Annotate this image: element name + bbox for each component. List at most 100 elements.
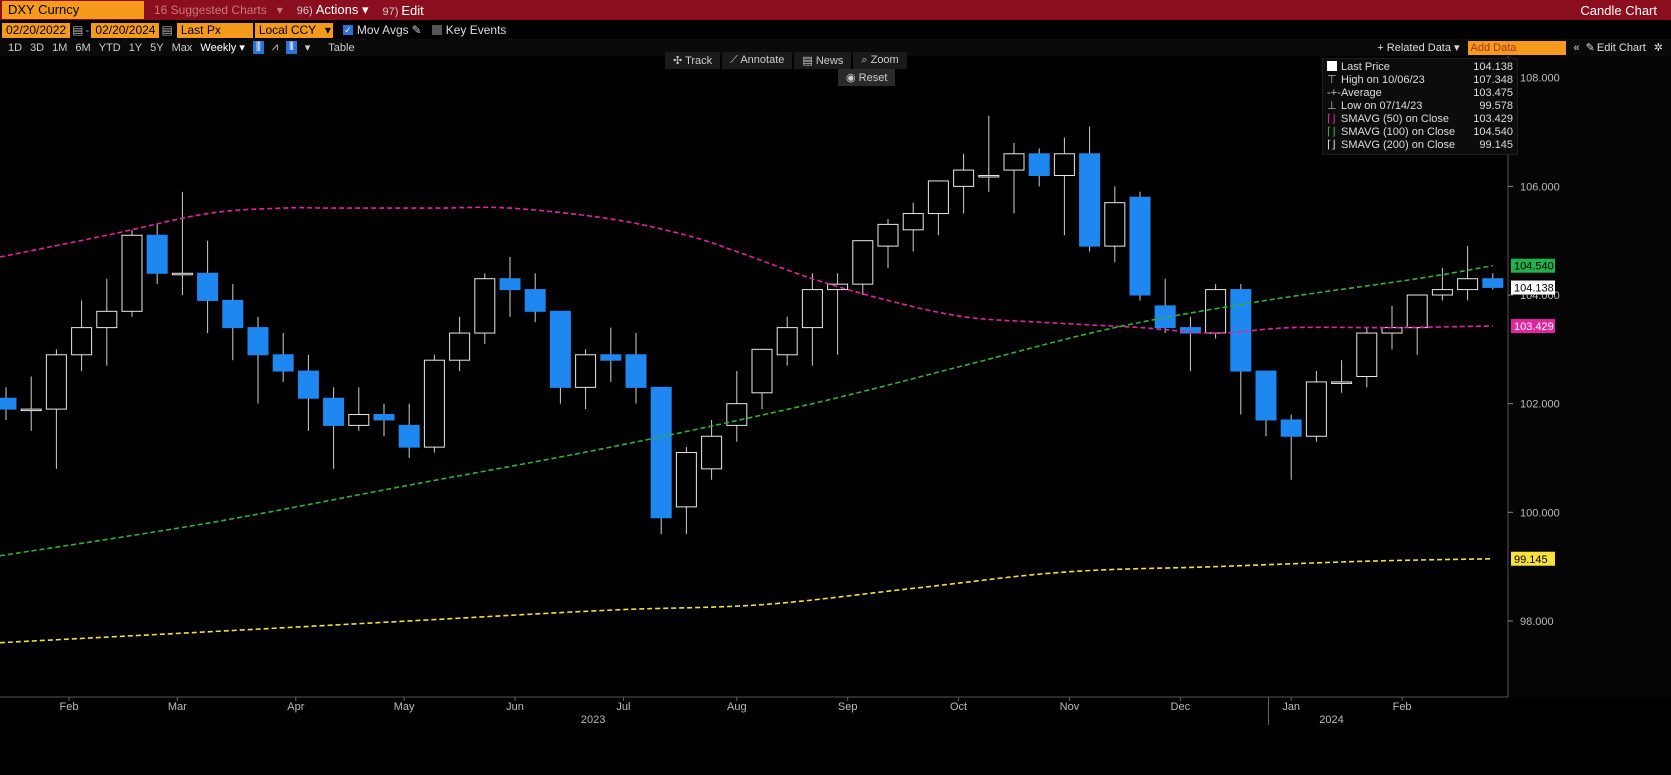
collapse-icon[interactable]: « xyxy=(1573,41,1580,54)
candle xyxy=(499,256,521,317)
period-1y[interactable]: 1Y xyxy=(128,41,143,54)
candle-body-down xyxy=(222,299,244,329)
candle xyxy=(96,278,118,366)
actions-menu[interactable]: 96) Actions ▾ xyxy=(296,2,369,17)
suggested-charts-menu[interactable]: 16 Suggested Charts xyxy=(154,3,267,17)
candle xyxy=(927,180,949,236)
candle-body-up xyxy=(978,175,1000,178)
candle xyxy=(751,348,773,410)
news-button[interactable]: ▤ News xyxy=(794,52,852,69)
candle-body-up xyxy=(927,180,949,215)
reset-button[interactable]: ◉ Reset xyxy=(838,69,896,86)
candle-body-up xyxy=(852,240,874,285)
calendar-icon[interactable]: ▤ xyxy=(161,23,173,37)
candle-body-up xyxy=(1431,289,1453,296)
ticker-field[interactable]: DXY Curncy xyxy=(2,1,144,19)
candle-chart-icon[interactable]: ⫼ xyxy=(252,41,264,54)
legend-smavg-200: ⌈⌋ SMAVG (200) on Close 99.145 xyxy=(1327,139,1513,152)
candle-body-up xyxy=(776,327,798,356)
month-label: Oct xyxy=(950,701,967,713)
mov-avgs-checkbox[interactable]: ✓ xyxy=(342,25,353,35)
candle-body-down xyxy=(323,397,345,426)
y-tick-label: 102.000 xyxy=(1520,399,1560,411)
add-data-input[interactable]: Add Data xyxy=(1467,40,1566,55)
price-marker-box xyxy=(1511,551,1555,566)
candle xyxy=(1482,273,1504,290)
candle xyxy=(1154,278,1176,334)
candle-body-up xyxy=(423,359,445,448)
month-label: Apr xyxy=(287,701,304,713)
calendar-icon[interactable]: ▤ xyxy=(72,23,84,37)
zoom-button[interactable]: ⌕ Zoom xyxy=(853,52,907,69)
period-1d[interactable]: 1D xyxy=(8,41,23,54)
candle xyxy=(801,273,823,366)
edit-label: Edit xyxy=(401,2,424,18)
reset-icon: ◉ xyxy=(846,72,856,84)
table-button[interactable]: Table xyxy=(328,41,355,54)
candle-body-up xyxy=(701,435,723,470)
top-bar: DXY Curncy 16 Suggested Charts ▾ 96) Acti… xyxy=(0,0,1671,20)
period-ytd[interactable]: YTD xyxy=(98,41,121,54)
candle xyxy=(71,300,93,372)
annotate-button[interactable]: ⟋ Annotate xyxy=(722,52,793,69)
track-button[interactable]: ✣ Track xyxy=(665,52,721,69)
news-icon: ▤ xyxy=(802,55,813,67)
period-3d[interactable]: 3D xyxy=(30,41,45,54)
legend-average: -+- Average 103.475 xyxy=(1327,87,1513,100)
legend-label: Last Price xyxy=(1341,61,1390,73)
key-events-label: Key Events xyxy=(445,23,507,37)
candle xyxy=(549,310,571,404)
key-events-checkbox[interactable] xyxy=(431,25,442,35)
period-6m[interactable]: 6M xyxy=(75,41,91,54)
period-1m[interactable]: 1M xyxy=(52,41,68,54)
legend-label: Average xyxy=(1341,87,1382,99)
period-max[interactable]: Max xyxy=(171,41,193,54)
related-data-menu[interactable]: + Related Data xyxy=(1377,41,1451,54)
currency-selector[interactable]: Local CCY xyxy=(254,22,323,38)
chevron-down-icon[interactable]: ▾ xyxy=(304,42,311,54)
candle-body-up xyxy=(902,213,924,231)
smavg-line-100 xyxy=(0,264,1493,557)
chevron-down-icon[interactable]: ▾ xyxy=(276,3,283,17)
edit-menu[interactable]: 97) Edit xyxy=(382,3,423,18)
line-chart-icon[interactable]: ⩘ xyxy=(271,41,279,53)
field-selector[interactable]: Last Px xyxy=(176,22,253,38)
candle-body-up xyxy=(1003,153,1025,171)
actions-label: Actions xyxy=(315,2,359,17)
reset-label: Reset xyxy=(858,72,888,84)
period-5y[interactable]: 5Y xyxy=(150,41,164,54)
candle-body-down xyxy=(1154,305,1176,329)
pencil-icon[interactable]: ✎ xyxy=(1585,42,1595,54)
pencil-icon[interactable]: ✎ xyxy=(411,23,422,37)
candle-body-up xyxy=(1053,153,1075,177)
month-label: Feb xyxy=(1393,701,1412,713)
candle-body-up xyxy=(726,403,748,426)
candle xyxy=(877,218,899,268)
month-label: Feb xyxy=(60,701,79,713)
candle-body-up xyxy=(348,414,370,426)
bar-chart-icon[interactable]: ⫴ xyxy=(286,41,297,54)
legend-high: ⊤ High on 10/06/23 107.348 xyxy=(1327,74,1513,87)
end-date-field[interactable]: 02/20/2024 xyxy=(91,22,160,38)
page-title: Candle Chart xyxy=(1580,2,1657,18)
chevron-down-icon[interactable]: ▾ xyxy=(1453,42,1460,54)
candle-body-down xyxy=(272,354,294,372)
candle-body-down xyxy=(398,424,420,448)
edit-chart-button[interactable]: Edit Chart xyxy=(1596,41,1646,54)
frequency-selector[interactable]: Weekly ▾ xyxy=(200,42,245,54)
month-label: Nov xyxy=(1060,701,1080,713)
chevron-down-icon[interactable]: ▾ xyxy=(322,22,333,38)
month-label: Aug xyxy=(727,701,747,713)
legend-label: High on 10/06/23 xyxy=(1341,74,1425,86)
y-tick-label: 108.000 xyxy=(1520,73,1560,85)
legend-value: 99.578 xyxy=(1479,100,1513,112)
candle-body-down xyxy=(650,386,672,519)
zoom-label: Zoom xyxy=(870,54,899,66)
candle xyxy=(197,240,219,334)
candle xyxy=(902,202,924,252)
start-date-field[interactable]: 02/20/2022 xyxy=(2,22,71,38)
legend-label: SMAVG (200) on Close xyxy=(1341,139,1456,151)
candle xyxy=(20,376,42,431)
gear-icon[interactable]: ✲ xyxy=(1653,42,1663,54)
chart-tools: ✣ Track ⟋ Annotate ▤ News ⌕ Zoom xyxy=(665,52,909,69)
